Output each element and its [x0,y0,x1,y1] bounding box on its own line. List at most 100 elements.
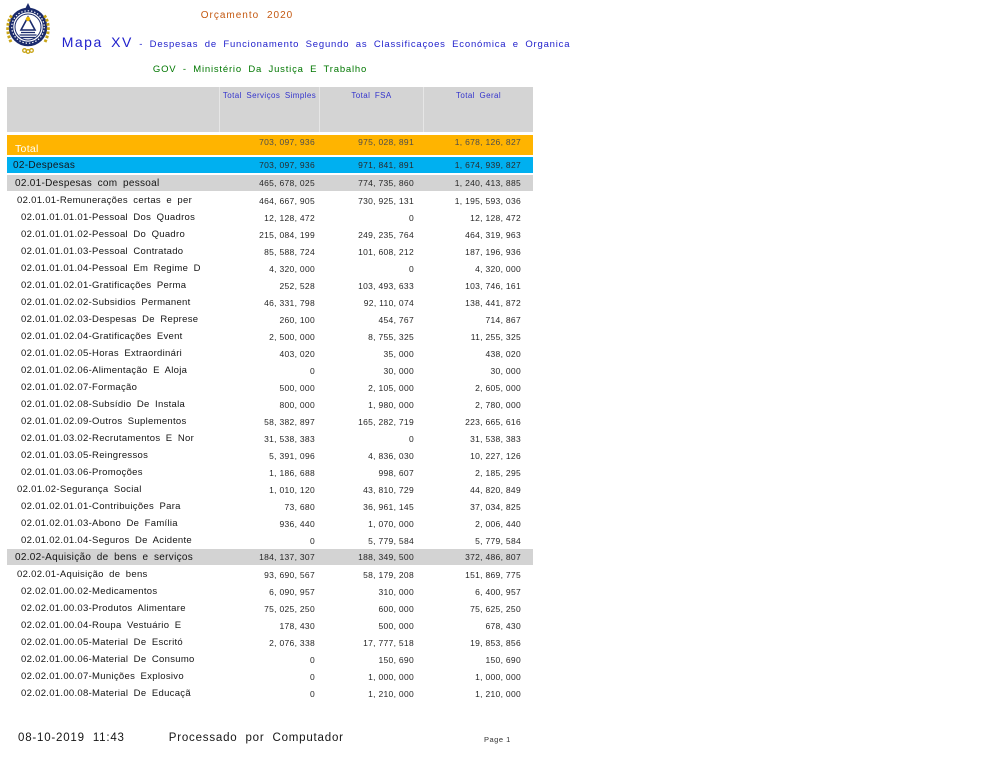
row-value: 1, 010, 120 [269,484,315,495]
table-row: 02.01.02.01.04-Seguros De Acidente 0 5, 77… [7,532,533,549]
row-value: 975, 028, 891 [358,137,414,147]
row-value: 936, 440 [279,518,315,529]
table-row: 02.01.01.03.02-Recrutamentos E Nor 31, 53… [7,430,533,447]
row-value: 2, 006, 440 [475,518,521,529]
row-value: 58, 179, 208 [363,569,414,580]
table-row: 02.02.01.00.07-Munições Explosivo 0 1, 000… [7,668,533,685]
row-value: 93, 690, 567 [264,569,315,580]
row-label: 02.01.01.02.03-Despesas De Represe [21,314,199,325]
row-value: 1, 210, 000 [368,688,414,699]
map-code: Mapa XV [61,34,133,50]
table-row: Total 703, 097, 936 975, 028, 891 1, 678, 1… [7,135,533,155]
row-value: 2, 605, 000 [475,382,521,393]
row-value: 464, 319, 963 [465,229,521,240]
row-value: 58, 382, 897 [264,416,315,427]
organization-title: GOV - Ministério Da Justiça E Trabalho [152,64,368,75]
row-value: 0 [309,654,315,665]
row-label: 02.01.02.01.04-Seguros De Acidente [21,535,193,546]
row-value: 5, 779, 584 [475,535,521,546]
table-row: 02.02.01-Aquisição de bens 93, 690, 567 58… [7,566,533,583]
row-label: 02.02.01.00.04-Roupa Vestuário E [21,620,182,631]
map-title: Despesas de Funcionamento Segundo as Cla… [149,39,571,50]
row-value: 44, 820, 849 [470,484,521,495]
column-header-empty [7,87,219,132]
footer-processed-by: Processado por Computador [168,732,344,744]
row-value: 4, 320, 000 [475,263,521,274]
row-value: 0 [408,263,414,274]
row-label: 02.01.02.01.01-Contribuições Para [21,501,181,512]
table-row: 02.02.01.00.02-Medicamentos 6, 090, 957 31… [7,583,533,600]
row-label: 02.01.01.03.05-Reingressos [21,450,149,461]
table-row: 02.01-Despesas com pessoal 465, 678, 025 7… [7,175,533,191]
row-value: 46, 331, 798 [264,297,315,308]
table-row: 02.01.01.02.06-Alimentação E Aloja 0 30, 0… [7,362,533,379]
column-header-total-servicos-simples: Total Serviços Simples [219,87,319,132]
row-value: 103, 746, 161 [465,280,521,291]
row-value: 37, 034, 825 [470,501,521,512]
row-value: 500, 000 [378,620,414,631]
row-value: 465, 678, 025 [259,178,315,188]
row-value: 150, 690 [378,654,414,665]
row-value: 1, 210, 000 [475,688,521,699]
table-row: 02.01.02.01.03-Abono De Família 936, 440 1… [7,515,533,532]
table-row: 02.01.01.02.05-Horas Extraordinári 403, 0… [7,345,533,362]
row-label: 02.01.01.02.07-Formação [21,382,138,393]
row-label: 02-Despesas [13,159,76,171]
table-row: 02.01.01.03.06-Promoções 1, 186, 688 998, … [7,464,533,481]
row-value: 188, 349, 500 [358,552,414,562]
row-value: 150, 690 [485,654,521,665]
row-label: 02.02.01.00.05-Material De Escritó [21,637,183,648]
row-value: 184, 137, 307 [259,552,315,562]
row-label: 02.01.02-Segurança Social [17,484,142,495]
table-row: 02.02.01.00.08-Material De Educaçã 0 1, 21… [7,685,533,702]
row-value: 75, 625, 250 [470,603,521,614]
table-row: 02.01.01.02.04-Gratificações Event 2, 500… [7,328,533,345]
row-value: 0 [309,671,315,682]
row-value: 2, 185, 295 [475,467,521,478]
row-label: 02.02.01.00.06-Material De Consumo [21,654,195,665]
table-row: 02.01.01.01.02-Pessoal Do Quadro 215, 084… [7,226,533,243]
row-label: 02.01.02.01.03-Abono De Família [21,518,178,529]
row-value: 151, 869, 775 [465,569,521,580]
row-value: 1, 674, 939, 827 [454,160,521,170]
row-label: 02.01.01.02.04-Gratificações Event [21,331,183,342]
row-value: 43, 810, 729 [363,484,414,495]
row-value: 31, 538, 383 [264,433,315,444]
row-value: 971, 841, 891 [358,160,414,170]
row-label: 02.01.01.01.04-Pessoal Em Regime D [21,263,201,274]
row-label: 02.01.01.02.02-Subsidios Permanent [21,297,191,308]
row-value: 73, 680 [284,501,315,512]
row-label: 02.01.01.02.01-Gratificações Perma [21,280,187,291]
row-value: 1, 070, 000 [368,518,414,529]
row-value: 223, 665, 616 [465,416,521,427]
row-value: 12, 128, 472 [264,212,315,223]
row-value: 774, 735, 860 [358,178,414,188]
row-value: 30, 000 [383,365,414,376]
row-value: 30, 000 [490,365,521,376]
table-row: 02.01.01.02.02-Subsidios Permanent 46, 33… [7,294,533,311]
row-value: 36, 961, 145 [363,501,414,512]
table-row: 02.02.01.00.06-Material De Consumo 0 150, … [7,651,533,668]
budget-year-title: Orçamento 2020 [200,10,294,21]
row-value: 92, 110, 074 [363,297,414,308]
row-value: 0 [309,688,315,699]
row-value: 1, 195, 593, 036 [454,195,521,206]
row-value: 438, 020 [485,348,521,359]
row-value: 85, 588, 724 [264,246,315,257]
row-label: Total [15,143,39,155]
row-value: 730, 925, 131 [358,195,414,206]
column-header-total-geral: Total Geral [423,87,533,132]
row-value: 75, 025, 250 [264,603,315,614]
row-value: 31, 538, 383 [470,433,521,444]
row-value: 5, 391, 096 [269,450,315,461]
table-header-row: Total Serviços Simples Total FSA Total G… [7,87,533,132]
row-value: 178, 430 [279,620,315,631]
row-value: 8, 755, 325 [368,331,414,342]
row-label: 02.01.01.01.03-Pessoal Contratado [21,246,184,257]
row-value: 103, 493, 633 [358,280,414,291]
cabo-verde-emblem-icon [3,2,53,56]
row-label: 02.01.01.02.05-Horas Extraordinári [21,348,183,359]
row-value: 1, 980, 000 [368,399,414,410]
table-row: 02.01.01.03.05-Reingressos 5, 391, 096 4, … [7,447,533,464]
report-footer: 08-10-2019 11:43 Processado por Computado… [18,732,344,744]
